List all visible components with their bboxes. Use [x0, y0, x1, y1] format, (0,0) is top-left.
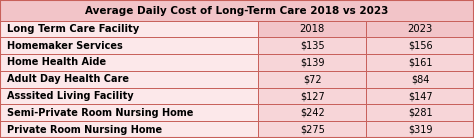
Text: Asssited Living Facility: Asssited Living Facility — [7, 91, 134, 101]
Text: 2018: 2018 — [300, 24, 325, 34]
Text: Home Health Aide: Home Health Aide — [7, 57, 106, 67]
Text: $72: $72 — [303, 74, 322, 84]
Bar — [258, 88, 366, 104]
Text: Adult Day Health Care: Adult Day Health Care — [7, 74, 129, 84]
Bar — [0, 104, 258, 121]
Bar — [0, 54, 258, 71]
Text: $127: $127 — [300, 91, 325, 101]
Bar — [366, 54, 474, 71]
Text: $147: $147 — [408, 91, 432, 101]
Bar — [258, 21, 366, 37]
Text: Average Daily Cost of Long-Term Care 2018 vs 2023: Average Daily Cost of Long-Term Care 201… — [85, 6, 389, 16]
Bar — [366, 104, 474, 121]
Bar — [0, 21, 258, 37]
Bar — [258, 37, 366, 54]
Bar — [366, 21, 474, 37]
Bar — [0, 88, 258, 104]
Bar — [366, 71, 474, 88]
Text: Semi-Private Room Nursing Home: Semi-Private Room Nursing Home — [7, 108, 193, 118]
Bar — [366, 121, 474, 138]
Text: $139: $139 — [300, 57, 325, 67]
Bar — [0, 71, 258, 88]
Bar — [0, 37, 258, 54]
Text: Private Room Nursing Home: Private Room Nursing Home — [7, 125, 162, 135]
Text: $84: $84 — [411, 74, 429, 84]
Text: $161: $161 — [408, 57, 432, 67]
Bar — [366, 88, 474, 104]
Bar — [366, 37, 474, 54]
Text: $281: $281 — [408, 108, 432, 118]
Bar — [258, 71, 366, 88]
Text: Long Term Care Facility: Long Term Care Facility — [7, 24, 139, 34]
Text: $275: $275 — [300, 125, 325, 135]
Text: $242: $242 — [300, 108, 325, 118]
Text: $156: $156 — [408, 41, 432, 51]
Bar — [0, 121, 258, 138]
Bar — [0, 0, 474, 21]
Text: Homemaker Services: Homemaker Services — [7, 41, 123, 51]
Bar — [258, 104, 366, 121]
Text: $319: $319 — [408, 125, 432, 135]
Bar — [258, 54, 366, 71]
Text: 2023: 2023 — [408, 24, 433, 34]
Bar — [258, 121, 366, 138]
Text: $135: $135 — [300, 41, 325, 51]
